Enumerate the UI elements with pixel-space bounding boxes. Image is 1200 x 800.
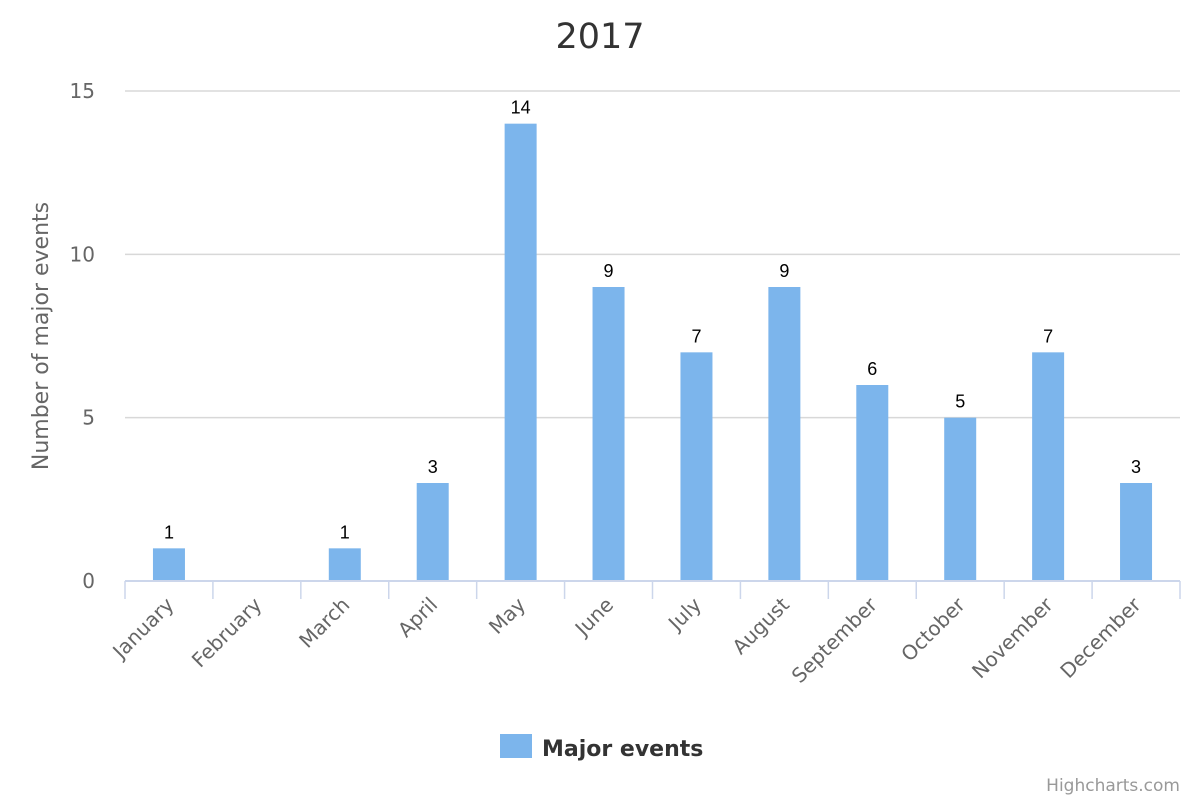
bar[interactable] — [1120, 483, 1153, 581]
bar[interactable] — [680, 352, 713, 581]
x-tick-label: August — [727, 592, 794, 659]
credits-link[interactable]: Highcharts.com — [1046, 776, 1180, 796]
x-tick-label: January — [106, 592, 178, 664]
x-tick-label: April — [393, 593, 442, 642]
x-tick-label: July — [662, 592, 706, 636]
bar[interactable] — [768, 287, 801, 581]
y-axis-label: Number of major events — [29, 202, 54, 470]
data-label: 1 — [340, 522, 350, 542]
data-label: 9 — [604, 261, 614, 281]
bar[interactable] — [328, 548, 361, 581]
bar[interactable] — [592, 287, 625, 581]
data-label: 6 — [867, 359, 877, 379]
bar[interactable] — [504, 123, 537, 582]
data-label: 7 — [691, 326, 701, 346]
data-label: 1 — [164, 522, 174, 542]
y-tick-label: 0 — [82, 569, 95, 593]
bar[interactable] — [944, 417, 977, 581]
legend-item-major-events[interactable]: Major events — [542, 737, 703, 762]
data-label: 3 — [428, 457, 438, 477]
y-tick-label: 15 — [70, 79, 95, 103]
y-tick-label: 5 — [82, 406, 95, 430]
y-axis-ticks: 0 5 10 15 — [70, 79, 95, 593]
bar[interactable] — [152, 548, 185, 581]
y-tick-label: 10 — [70, 242, 95, 266]
legend-swatch[interactable] — [500, 734, 532, 758]
chart-title: 2017 — [555, 17, 644, 57]
x-tick-label: February — [187, 592, 267, 672]
bars — [152, 123, 1153, 582]
data-label: 3 — [1131, 457, 1141, 477]
gridlines — [125, 90, 1180, 419]
x-tick-label: November — [967, 592, 1058, 683]
data-label: 14 — [511, 98, 531, 118]
x-tick-label: May — [484, 592, 530, 638]
x-tick-label: December — [1055, 592, 1146, 683]
bar[interactable] — [856, 385, 889, 581]
data-label: 7 — [1043, 326, 1053, 346]
x-tick-label: June — [569, 593, 618, 642]
bar[interactable] — [1032, 352, 1065, 581]
data-labels: 1 1 3 14 9 7 9 6 5 7 3 — [164, 98, 1141, 543]
x-tick-label: March — [294, 593, 354, 653]
legend[interactable]: Major events — [500, 734, 703, 762]
x-axis — [124, 580, 1181, 599]
bar[interactable] — [416, 483, 449, 581]
data-label: 9 — [779, 261, 789, 281]
data-label: 5 — [955, 392, 965, 412]
x-tick-label: October — [896, 592, 970, 666]
x-axis-ticks: January February March April May June July Augu… — [106, 592, 1146, 688]
x-tick-label: September — [787, 592, 883, 688]
